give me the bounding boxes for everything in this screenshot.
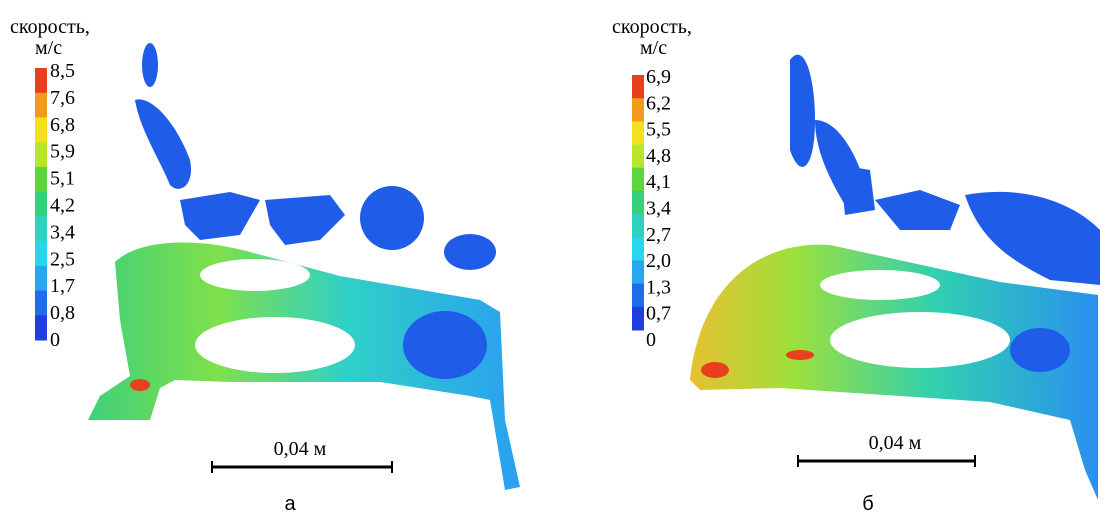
colorbar-label: 6,9: [646, 66, 671, 88]
colorbar-label: 1,7: [50, 275, 75, 297]
colorbar-segment: [632, 167, 644, 192]
colorbar-label: 0: [646, 329, 656, 351]
flow-field-b: [690, 54, 1100, 500]
colorbar-label: 2,7: [646, 224, 671, 246]
legend-unit: м/с: [35, 37, 62, 59]
colorbar-label: 1,3: [646, 276, 671, 298]
colorbar-label: 6,2: [646, 92, 671, 114]
colorbar-segment: [35, 315, 47, 341]
colorbar-segment: [35, 290, 47, 316]
colorbar-segment: [35, 142, 47, 168]
colorbar-label: 4,8: [646, 145, 671, 167]
colorbar-label: 4,1: [646, 171, 671, 193]
legend-title: скорость,: [10, 16, 90, 38]
colorbar-segment: [35, 117, 47, 143]
legend-unit: м/с: [640, 37, 667, 59]
colorbar-segment: [35, 92, 47, 118]
scale-label: 0,04 м: [274, 438, 327, 460]
colorbar-segment: [35, 216, 47, 242]
scale-label: 0,04 м: [869, 432, 922, 454]
colorbar-segment: [632, 190, 644, 215]
colorbar-label: 0: [50, 329, 60, 351]
colorbar-label: 8,5: [50, 60, 75, 82]
colorbar-label: 0,7: [646, 303, 671, 325]
colorbar-label: 7,6: [50, 87, 75, 109]
colorbar-label: 0,8: [50, 302, 75, 324]
colorbar-label: 6,8: [50, 114, 75, 136]
colorbar-segment: [632, 306, 644, 331]
colorbar-segment: [35, 241, 47, 267]
colorbar-label: 4,2: [50, 195, 75, 217]
colorbar-segment: [632, 283, 644, 308]
colorbar-segment: [632, 98, 644, 122]
panel-caption: а: [284, 493, 296, 515]
colorbar-segment: [632, 121, 644, 146]
colorbar-segment: [632, 214, 644, 238]
colorbar-segment: [35, 68, 47, 94]
colorbar-segment: [35, 191, 47, 217]
colorbar-segment: [632, 260, 644, 285]
colorbar-segment: [632, 144, 644, 169]
colorbar-label: 5,1: [50, 168, 75, 190]
flow-field-a: [88, 43, 520, 490]
colorbar-label: 3,4: [646, 198, 671, 220]
colorbar-label: 5,5: [646, 119, 671, 141]
colorbar-segment: [632, 75, 644, 99]
colorbar-label: 2,0: [646, 250, 671, 272]
colorbar-label: 5,9: [50, 141, 75, 163]
colorbar-segment: [35, 166, 47, 193]
legend-title: скорость,: [612, 16, 692, 38]
colorbar-segment: [632, 237, 644, 261]
colorbar-label: 3,4: [50, 221, 75, 243]
panel-caption: б: [862, 493, 873, 515]
colorbar-label: 2,5: [50, 248, 75, 270]
colorbar-segment: [35, 265, 47, 292]
